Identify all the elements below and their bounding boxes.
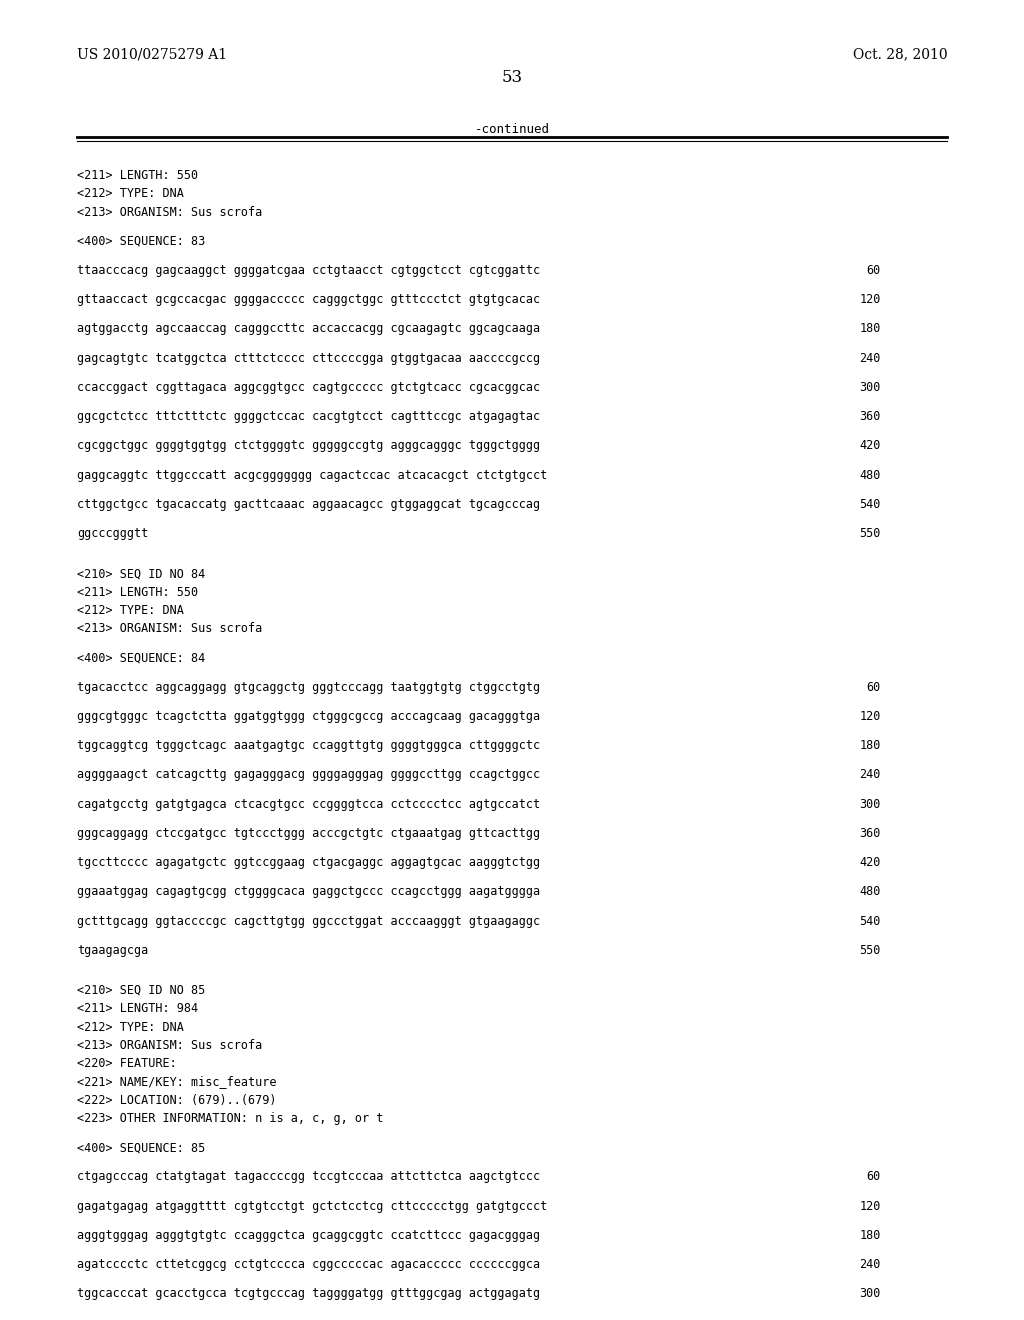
Text: 120: 120 (859, 1200, 881, 1213)
Text: 540: 540 (859, 915, 881, 928)
Text: 60: 60 (866, 1171, 881, 1184)
Text: <221> NAME/KEY: misc_feature: <221> NAME/KEY: misc_feature (77, 1076, 276, 1089)
Text: <212> TYPE: DNA: <212> TYPE: DNA (77, 605, 183, 616)
Text: <211> LENGTH: 550: <211> LENGTH: 550 (77, 586, 198, 598)
Text: <211> LENGTH: 550: <211> LENGTH: 550 (77, 169, 198, 182)
Text: gggcgtgggc tcagctctta ggatggtggg ctgggcgccg acccagcaag gacagggtga: gggcgtgggc tcagctctta ggatggtggg ctgggcg… (77, 710, 540, 723)
Text: <212> TYPE: DNA: <212> TYPE: DNA (77, 1020, 183, 1034)
Text: aggggaagct catcagcttg gagagggacg ggggagggag ggggccttgg ccagctggcc: aggggaagct catcagcttg gagagggacg ggggagg… (77, 768, 540, 781)
Text: 120: 120 (859, 293, 881, 306)
Text: gctttgcagg ggtaccccgc cagcttgtgg ggccctggat acccaagggt gtgaagaggc: gctttgcagg ggtaccccgc cagcttgtgg ggccctg… (77, 915, 540, 928)
Text: agtggacctg agccaaccag cagggccttc accaccacgg cgcaagagtc ggcagcaaga: agtggacctg agccaaccag cagggccttc accacca… (77, 322, 540, 335)
Text: gaggcaggtc ttggcccatt acgcggggggg cagactccac atcacacgct ctctgtgcct: gaggcaggtc ttggcccatt acgcggggggg cagact… (77, 469, 547, 482)
Text: <211> LENGTH: 984: <211> LENGTH: 984 (77, 1002, 198, 1015)
Text: 180: 180 (859, 1229, 881, 1242)
Text: 300: 300 (859, 797, 881, 810)
Text: gagatgagag atgaggtttt cgtgtcctgt gctctcctcg cttccccctgg gatgtgccct: gagatgagag atgaggtttt cgtgtcctgt gctctcc… (77, 1200, 547, 1213)
Text: <400> SEQUENCE: 83: <400> SEQUENCE: 83 (77, 235, 205, 248)
Text: gggcaggagg ctccgatgcc tgtccctggg acccgctgtc ctgaaatgag gttcacttgg: gggcaggagg ctccgatgcc tgtccctggg acccgct… (77, 826, 540, 840)
Text: <223> OTHER INFORMATION: n is a, c, g, or t: <223> OTHER INFORMATION: n is a, c, g, o… (77, 1111, 383, 1125)
Text: Oct. 28, 2010: Oct. 28, 2010 (853, 48, 947, 62)
Text: 300: 300 (859, 1287, 881, 1300)
Text: agatcccctc cttetcggcg cctgtcccca cggcccccac agacaccccc ccccccggca: agatcccctc cttetcggcg cctgtcccca cggcccc… (77, 1258, 540, 1271)
Text: <400> SEQUENCE: 85: <400> SEQUENCE: 85 (77, 1142, 205, 1154)
Text: 240: 240 (859, 1258, 881, 1271)
Text: gagcagtgtc tcatggctca ctttctcccc cttccccgga gtggtgacaa aaccccgccg: gagcagtgtc tcatggctca ctttctcccc cttcccc… (77, 351, 540, 364)
Text: 480: 480 (859, 886, 881, 899)
Text: 60: 60 (866, 681, 881, 693)
Text: 240: 240 (859, 768, 881, 781)
Text: <213> ORGANISM: Sus scrofa: <213> ORGANISM: Sus scrofa (77, 206, 262, 219)
Text: 550: 550 (859, 527, 881, 540)
Text: ggcgctctcc tttctttctc ggggctccac cacgtgtcct cagtttccgc atgagagtac: ggcgctctcc tttctttctc ggggctccac cacgtgt… (77, 411, 540, 424)
Text: ggaaatggag cagagtgcgg ctggggcaca gaggctgccc ccagcctggg aagatgggga: ggaaatggag cagagtgcgg ctggggcaca gaggctg… (77, 886, 540, 899)
Text: <222> LOCATION: (679)..(679): <222> LOCATION: (679)..(679) (77, 1094, 276, 1106)
Text: 550: 550 (859, 944, 881, 957)
Text: 60: 60 (866, 264, 881, 277)
Text: 480: 480 (859, 469, 881, 482)
Text: ttaacccacg gagcaaggct ggggatcgaa cctgtaacct cgtggctcct cgtcggattc: ttaacccacg gagcaaggct ggggatcgaa cctgtaa… (77, 264, 540, 277)
Text: US 2010/0275279 A1: US 2010/0275279 A1 (77, 48, 227, 62)
Text: cagatgcctg gatgtgagca ctcacgtgcc ccggggtcca cctcccctcc agtgccatct: cagatgcctg gatgtgagca ctcacgtgcc ccggggt… (77, 797, 540, 810)
Text: 420: 420 (859, 440, 881, 453)
Text: tgaagagcga: tgaagagcga (77, 944, 148, 957)
Text: cgcggctggc ggggtggtgg ctctggggtc gggggccgtg agggcagggc tgggctgggg: cgcggctggc ggggtggtgg ctctggggtc gggggcc… (77, 440, 540, 453)
Text: 360: 360 (859, 826, 881, 840)
Text: ccaccggact cggttagaca aggcggtgcc cagtgccccc gtctgtcacc cgcacggcac: ccaccggact cggttagaca aggcggtgcc cagtgcc… (77, 381, 540, 393)
Text: 180: 180 (859, 739, 881, 752)
Text: -continued: -continued (474, 123, 550, 136)
Text: 300: 300 (859, 381, 881, 393)
Text: <210> SEQ ID NO 84: <210> SEQ ID NO 84 (77, 568, 205, 581)
Text: 120: 120 (859, 710, 881, 723)
Text: ggcccgggtt: ggcccgggtt (77, 527, 148, 540)
Text: <213> ORGANISM: Sus scrofa: <213> ORGANISM: Sus scrofa (77, 622, 262, 635)
Text: 240: 240 (859, 351, 881, 364)
Text: 420: 420 (859, 857, 881, 869)
Text: cttggctgcc tgacaccatg gacttcaaac aggaacagcc gtggaggcat tgcagcccag: cttggctgcc tgacaccatg gacttcaaac aggaaca… (77, 498, 540, 511)
Text: <212> TYPE: DNA: <212> TYPE: DNA (77, 187, 183, 201)
Text: 360: 360 (859, 411, 881, 424)
Text: 53: 53 (502, 69, 522, 86)
Text: <213> ORGANISM: Sus scrofa: <213> ORGANISM: Sus scrofa (77, 1039, 262, 1052)
Text: 540: 540 (859, 498, 881, 511)
Text: agggtgggag agggtgtgtc ccagggctca gcaggcggtc ccatcttccc gagacgggag: agggtgggag agggtgtgtc ccagggctca gcaggcg… (77, 1229, 540, 1242)
Text: gttaaccact gcgccacgac ggggaccccc cagggctggc gtttccctct gtgtgcacac: gttaaccact gcgccacgac ggggaccccc cagggct… (77, 293, 540, 306)
Text: tggcaggtcg tgggctcagc aaatgagtgc ccaggttgtg ggggtgggca cttggggctc: tggcaggtcg tgggctcagc aaatgagtgc ccaggtt… (77, 739, 540, 752)
Text: <220> FEATURE:: <220> FEATURE: (77, 1057, 176, 1071)
Text: tggcacccat gcacctgcca tcgtgcccag taggggatgg gtttggcgag actggagatg: tggcacccat gcacctgcca tcgtgcccag tagggga… (77, 1287, 540, 1300)
Text: <400> SEQUENCE: 84: <400> SEQUENCE: 84 (77, 652, 205, 664)
Text: <210> SEQ ID NO 85: <210> SEQ ID NO 85 (77, 983, 205, 997)
Text: tgccttcccc agagatgctc ggtccggaag ctgacgaggc aggagtgcac aagggtctgg: tgccttcccc agagatgctc ggtccggaag ctgacga… (77, 857, 540, 869)
Text: 180: 180 (859, 322, 881, 335)
Text: tgacacctcc aggcaggagg gtgcaggctg gggtcccagg taatggtgtg ctggcctgtg: tgacacctcc aggcaggagg gtgcaggctg gggtccc… (77, 681, 540, 693)
Text: ctgagcccag ctatgtagat tagaccccgg tccgtcccaa attcttctca aagctgtccc: ctgagcccag ctatgtagat tagaccccgg tccgtcc… (77, 1171, 540, 1184)
